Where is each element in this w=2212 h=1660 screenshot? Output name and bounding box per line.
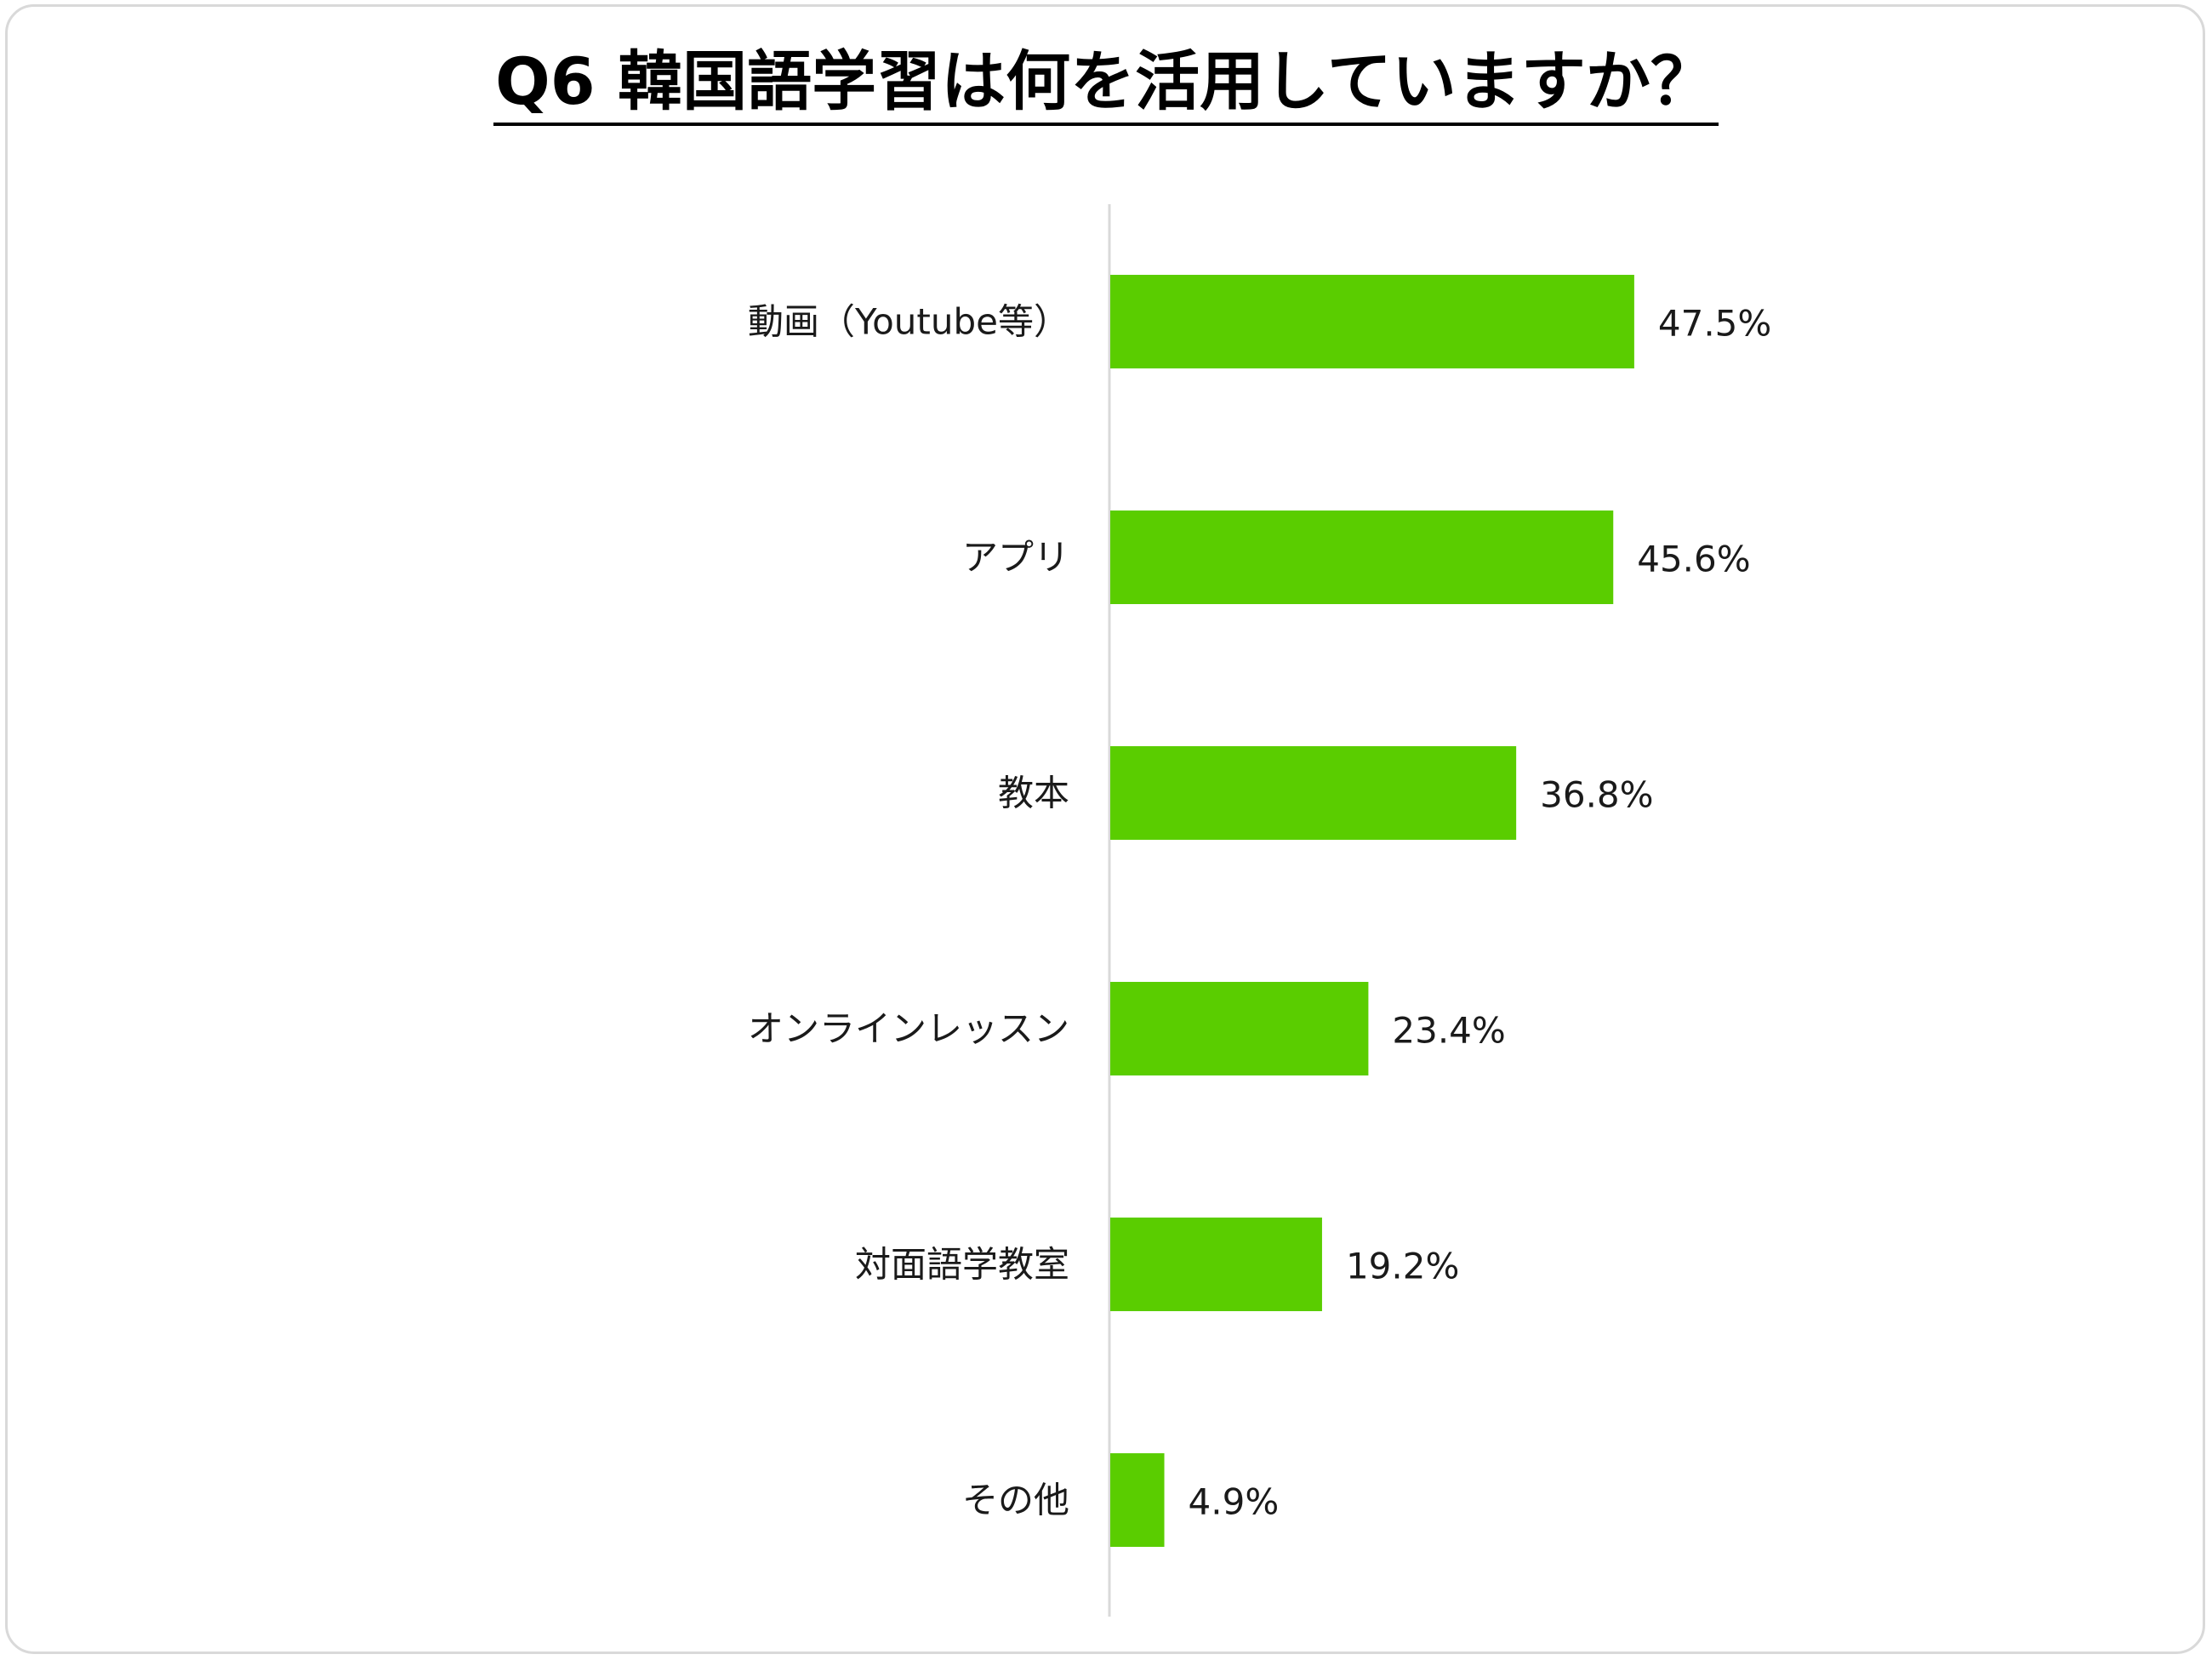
category-label-1: アプリ xyxy=(962,537,1069,579)
value-label-4: 19.2% xyxy=(1346,1246,1459,1287)
chart-title: Q6 韓国語学習は何を活用していますか？ xyxy=(0,39,2212,126)
category-label-5: その他 xyxy=(962,1480,1069,1521)
category-label-3: オンラインレッスン xyxy=(748,1008,1069,1050)
bar-4 xyxy=(1110,1218,1322,1311)
chart-title-text: Q6 韓国語学習は何を活用していますか？ xyxy=(493,41,1719,126)
value-label-1: 45.6% xyxy=(1637,539,1750,580)
bar-3 xyxy=(1110,982,1369,1075)
value-label-5: 4.9% xyxy=(1189,1481,1280,1523)
bars-group: 動画（Youtube等） 47.5% アプリ 45.6% 教本 36.8% オンラインレッス… xyxy=(748,275,1771,1547)
chart-card xyxy=(5,4,2205,1654)
category-label-2: 教本 xyxy=(998,773,1069,814)
bar-2 xyxy=(1110,746,1517,840)
bar-1 xyxy=(1110,511,1614,604)
bar-5 xyxy=(1110,1453,1165,1547)
value-label-3: 23.4% xyxy=(1392,1010,1505,1052)
category-label-4: 対面語学教室 xyxy=(855,1244,1069,1286)
value-label-2: 36.8% xyxy=(1540,774,1653,816)
value-label-0: 47.5% xyxy=(1658,303,1771,345)
category-label-0: 動画（Youtube等） xyxy=(748,301,1069,343)
bar-0 xyxy=(1110,275,1634,368)
